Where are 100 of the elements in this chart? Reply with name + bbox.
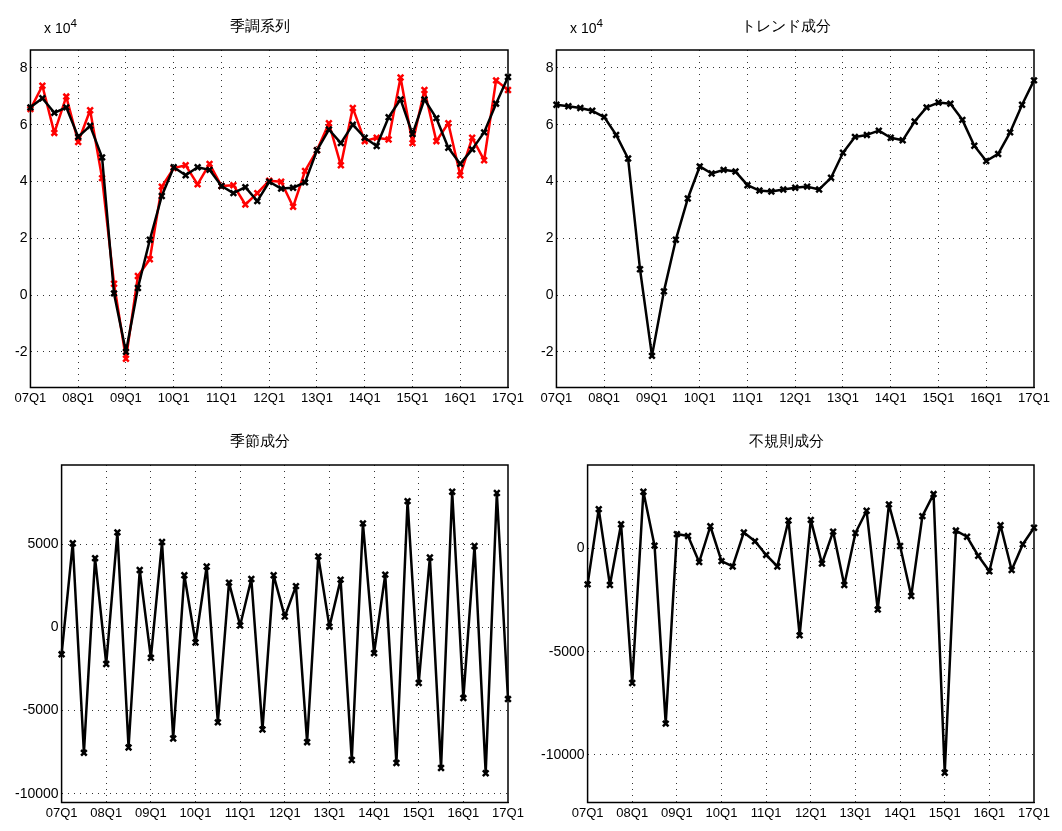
point xyxy=(491,76,501,85)
point xyxy=(205,165,214,174)
x-tick-label: 13Q1 xyxy=(301,389,333,405)
point xyxy=(817,559,827,568)
point xyxy=(750,537,760,546)
x-tick-label: 07Q1 xyxy=(14,389,47,405)
point xyxy=(277,184,286,193)
x-tick-label: 16Q1 xyxy=(970,389,1003,405)
point xyxy=(470,541,479,551)
y-tick-label: -2 xyxy=(15,342,28,359)
x-tick-label: 12Q1 xyxy=(794,804,827,820)
y-tick-label: -10000 xyxy=(15,784,59,801)
y-tick-label: 6 xyxy=(19,115,28,132)
point xyxy=(951,526,960,535)
point xyxy=(815,185,824,194)
point xyxy=(829,527,838,536)
y-tick-label: 2 xyxy=(19,229,28,246)
point xyxy=(918,512,927,521)
x-tick-label: 16Q1 xyxy=(973,804,1006,820)
y-tick-label: -2 xyxy=(541,342,554,359)
x-tick-label: 15Q1 xyxy=(922,389,955,405)
x-tick-label: 07Q1 xyxy=(540,389,573,405)
x-tick-label: 17Q1 xyxy=(492,804,524,820)
y-tick-label: 0 xyxy=(50,618,59,635)
point xyxy=(576,103,585,113)
point xyxy=(425,553,434,562)
x-tick-label: 11Q1 xyxy=(224,804,256,820)
y-tick-label: 0 xyxy=(576,539,585,556)
point xyxy=(420,85,429,95)
x-tick-label: 15Q1 xyxy=(396,389,429,405)
x-tick-label: 11Q1 xyxy=(732,389,763,405)
point xyxy=(392,758,401,768)
point xyxy=(358,519,367,528)
point xyxy=(229,189,238,198)
x-tick-label: 11Q1 xyxy=(750,804,782,820)
point xyxy=(169,734,178,743)
point xyxy=(403,497,412,506)
chart-title: 不規則成分 xyxy=(748,432,824,450)
point xyxy=(491,99,501,108)
point xyxy=(408,139,417,148)
x-tick-label: 14Q1 xyxy=(348,389,381,405)
x-tick-label: 17Q1 xyxy=(492,389,524,405)
point xyxy=(624,154,633,163)
x-tick-label: 08Q1 xyxy=(62,389,95,405)
point xyxy=(717,557,726,566)
point xyxy=(840,580,849,590)
x-tick-label: 17Q1 xyxy=(1018,804,1050,820)
point xyxy=(659,287,668,296)
x-tick-label: 16Q1 xyxy=(447,804,480,820)
x-tick-label: 15Q1 xyxy=(402,804,435,820)
point xyxy=(996,521,1005,530)
x-tick-label: 13Q1 xyxy=(839,804,872,820)
x-tick-label: 12Q1 xyxy=(268,804,301,820)
point xyxy=(743,181,752,190)
x-tick-label: 07Q1 xyxy=(571,804,604,820)
text: x 10$^{4}$ xyxy=(44,16,77,36)
point xyxy=(300,178,310,187)
point xyxy=(851,528,860,538)
y-tick-label: 5000 xyxy=(27,535,59,552)
x-tick-label: 08Q1 xyxy=(616,804,649,820)
point xyxy=(719,165,728,174)
point xyxy=(135,565,144,575)
x-tick-label: 10Q1 xyxy=(683,389,716,405)
point xyxy=(280,612,289,621)
chart-title: 季調系列 xyxy=(230,17,290,35)
y-tick-label: -5000 xyxy=(548,642,585,659)
x-tick-label: 08Q1 xyxy=(588,389,621,405)
x-tick-label: 14Q1 xyxy=(884,804,916,820)
point xyxy=(324,125,333,134)
point xyxy=(121,354,131,363)
y-tick-label: 4 xyxy=(19,172,28,189)
x-tick-label: 17Q1 xyxy=(1018,389,1050,405)
point xyxy=(236,621,245,630)
point xyxy=(372,141,381,151)
y-tick-label: 0 xyxy=(545,285,554,302)
y-tick-label: 0 xyxy=(19,285,28,302)
x-tick-label: 07Q1 xyxy=(45,804,78,820)
y-tick-label: 6 xyxy=(545,115,554,132)
point xyxy=(98,153,107,162)
point xyxy=(224,578,234,587)
point xyxy=(884,500,893,509)
point xyxy=(247,574,256,584)
x-tick-label: 10Q1 xyxy=(179,804,212,820)
x-tick-label: 14Q1 xyxy=(358,804,390,820)
point xyxy=(109,289,119,298)
y-tick-label: 4 xyxy=(545,172,554,189)
x-tick-label: 08Q1 xyxy=(90,804,123,820)
x-tick-label: 10Q1 xyxy=(157,389,190,405)
x-tick-label: 09Q1 xyxy=(636,389,668,405)
y-tick-label: 2 xyxy=(545,229,554,246)
x-tick-label: 09Q1 xyxy=(134,804,167,820)
chart-title: トレンド成分 xyxy=(741,17,831,35)
x-tick-label: 09Q1 xyxy=(660,804,693,820)
y-tick-label: 8 xyxy=(19,58,28,75)
y-tick-label: 8 xyxy=(545,58,554,75)
y-tick-label: -5000 xyxy=(22,701,59,718)
x-tick-label: 09Q1 xyxy=(110,389,142,405)
x-tick-label: 15Q1 xyxy=(928,804,961,820)
x-tick-label: 13Q1 xyxy=(827,389,859,405)
x-tick-label: 13Q1 xyxy=(313,804,346,820)
